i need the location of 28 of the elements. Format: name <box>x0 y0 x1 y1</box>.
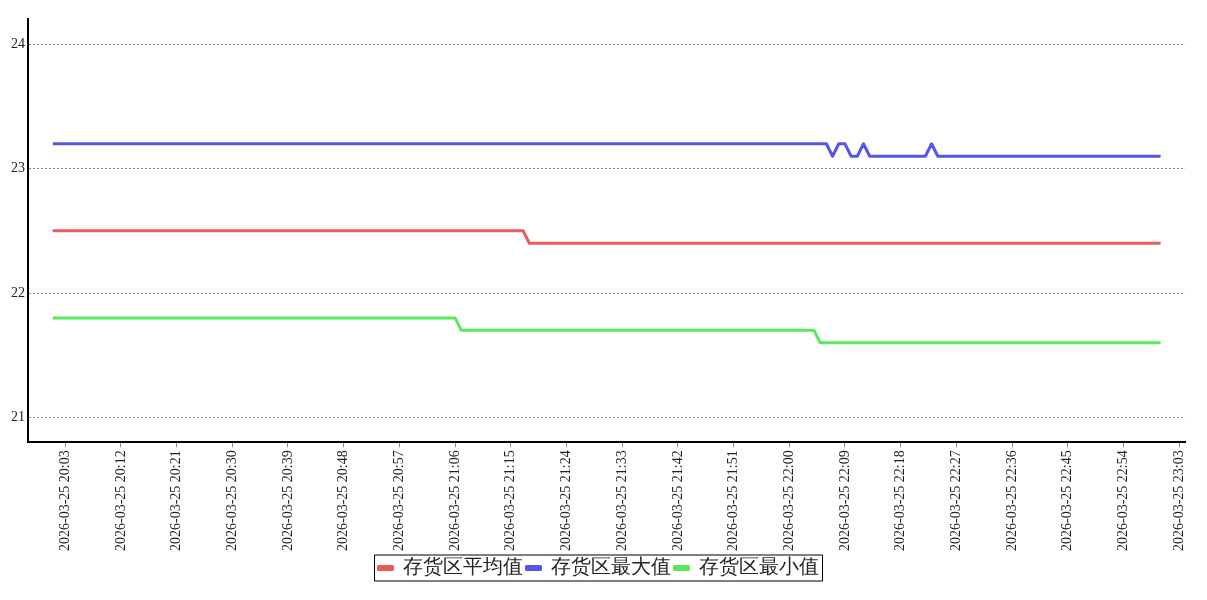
x-tick-label: 2026-03-25 20:03 <box>56 450 72 551</box>
x-tick-label: 2026-03-25 21:42 <box>669 450 685 551</box>
legend-label: 存货区平均值 <box>402 555 523 578</box>
x-tick-label: 2026-03-25 21:06 <box>446 450 462 551</box>
x-tick-label: 2026-03-25 22:45 <box>1059 450 1075 551</box>
y-tick-label: 22 <box>11 284 25 300</box>
x-tick-label: 2026-03-25 22:27 <box>948 450 964 551</box>
x-tick-label: 2026-03-25 20:57 <box>391 450 407 551</box>
x-tick-label: 2026-03-25 20:30 <box>223 450 239 551</box>
x-tick-label: 2026-03-25 20:48 <box>335 450 351 551</box>
x-tick-label: 2026-03-25 22:09 <box>836 450 852 551</box>
x-tick-label: 2026-03-25 20:12 <box>112 450 128 551</box>
x-tick-label: 2026-03-25 22:36 <box>1003 450 1019 551</box>
x-tick-label: 2026-03-25 22:54 <box>1115 450 1131 551</box>
legend-label: 存货区最小值 <box>698 555 819 578</box>
x-tick-label: 2026-03-25 22:18 <box>892 450 908 551</box>
y-tick-label: 24 <box>11 35 25 51</box>
x-tick-label: 2026-03-25 21:33 <box>613 450 629 551</box>
x-tick-label: 2026-03-25 23:03 <box>1170 450 1186 551</box>
x-tick-label: 2026-03-25 22:00 <box>780 450 796 551</box>
x-tick-label: 2026-03-25 20:21 <box>168 450 184 551</box>
x-tick-label: 2026-03-25 21:51 <box>725 450 741 551</box>
x-tick-label: 2026-03-25 20:39 <box>279 450 295 551</box>
y-tick-label: 21 <box>11 409 25 425</box>
legend-label: 存货区最大值 <box>550 555 671 578</box>
x-tick-label: 2026-03-25 21:24 <box>558 450 574 551</box>
y-tick-label: 23 <box>11 160 25 176</box>
x-tick-label: 2026-03-25 21:15 <box>502 450 518 551</box>
